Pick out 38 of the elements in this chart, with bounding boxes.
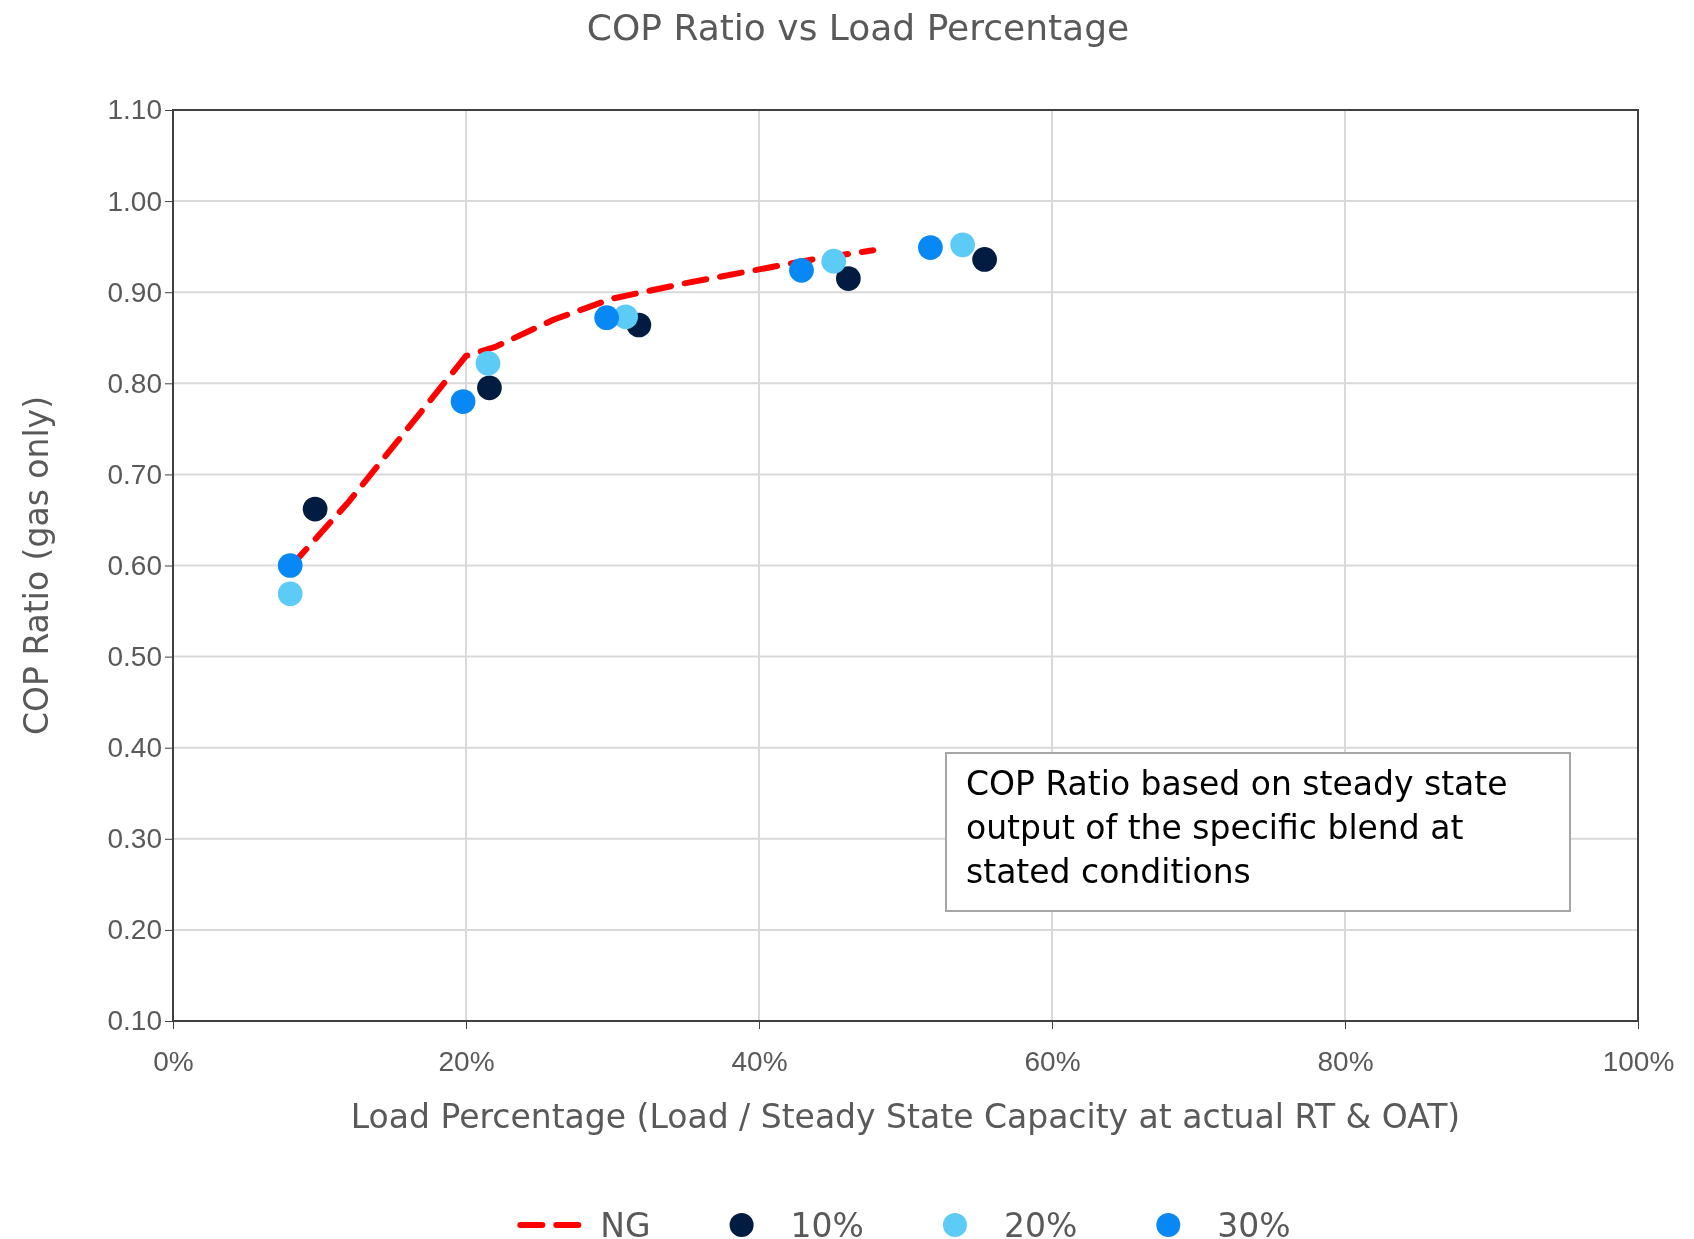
point bbox=[475, 350, 501, 376]
point bbox=[836, 266, 861, 291]
point bbox=[277, 581, 303, 607]
annotation: COP Ratio based on steady state output of the specific blend at stated conditions bbox=[966, 764, 1508, 891]
y-tick-label: 0.20 bbox=[107, 914, 162, 946]
x-tick-label: 40% bbox=[731, 1046, 788, 1078]
y-tick-label: 0.60 bbox=[107, 549, 162, 581]
y-tick-label: 1.00 bbox=[107, 185, 162, 217]
point bbox=[950, 232, 975, 258]
legend-label: 10% bbox=[790, 1205, 864, 1239]
y-tick-label: 0.30 bbox=[107, 823, 162, 855]
legend-label: 30% bbox=[1217, 1205, 1291, 1239]
point bbox=[918, 235, 943, 260]
y-tick-label: 0.80 bbox=[107, 367, 162, 399]
x-axis-title: Load Percentage (Load / Steady State Capacity at actual RT & OAT) bbox=[350, 1097, 1461, 1136]
point bbox=[594, 305, 619, 331]
x-tick-label: 20% bbox=[438, 1046, 495, 1078]
point bbox=[277, 553, 303, 578]
y-tick-label: 0.40 bbox=[107, 732, 162, 764]
y-tick-label: 0.10 bbox=[107, 1005, 162, 1037]
x-tick-label: 60% bbox=[1024, 1046, 1081, 1078]
y-tick-label: 0.50 bbox=[107, 641, 162, 673]
point bbox=[789, 258, 814, 283]
y-tick-label: 0.90 bbox=[107, 276, 162, 308]
point bbox=[450, 389, 476, 414]
legend-label: NG bbox=[600, 1205, 651, 1239]
point bbox=[972, 247, 997, 272]
y-tick-label: 1.10 bbox=[107, 94, 162, 126]
x-tick-label: 80% bbox=[1317, 1046, 1374, 1078]
point bbox=[302, 496, 328, 522]
y-axis-title: COP Ratio (gas only) bbox=[17, 395, 56, 736]
legend-label: 20% bbox=[1003, 1205, 1078, 1239]
y-tick-label: 0.70 bbox=[107, 458, 162, 490]
x-tick-label: 100% bbox=[1602, 1046, 1675, 1078]
point bbox=[477, 375, 502, 401]
point bbox=[821, 248, 847, 274]
chart-title: COP Ratio vs Load Percentage bbox=[586, 7, 1130, 48]
x-tick-label: 0% bbox=[153, 1046, 194, 1078]
